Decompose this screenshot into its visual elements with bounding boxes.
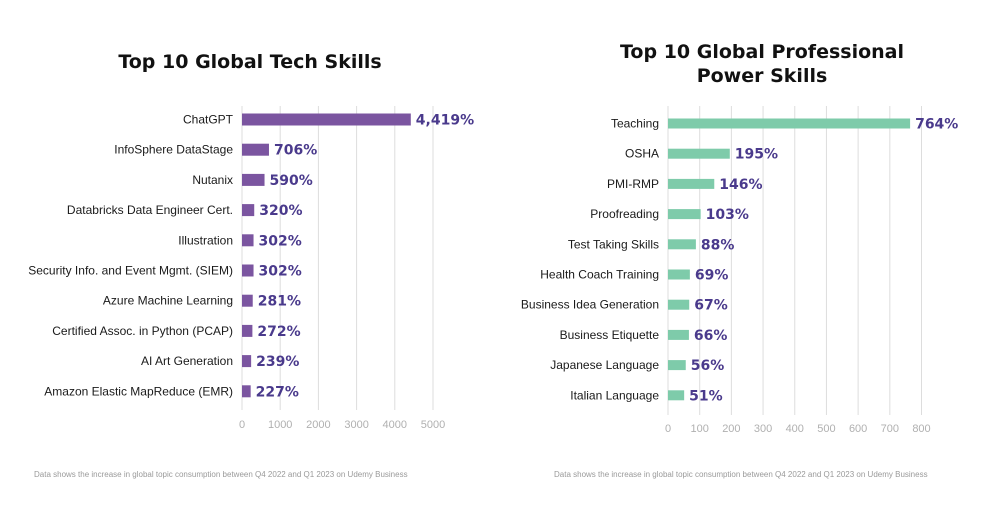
value-label: 302% — [259, 233, 302, 249]
tech-skills-chart: 0 1000 2000 3000 4000 5000 ChatGPT 4,419% InfoSp… — [28, 106, 474, 431]
bar — [242, 113, 411, 126]
value-label: 195% — [735, 147, 778, 163]
chart-title: Top 10 Global Professional Power Skills — [619, 41, 905, 87]
bar — [668, 329, 689, 340]
footnote: Data shows the increase in global topic … — [34, 470, 408, 479]
bar — [242, 355, 252, 368]
category-label: OSHA — [625, 147, 659, 161]
footnote: Data shows the increase in global topic … — [554, 470, 928, 479]
x-tick-label: 5000 — [421, 419, 445, 431]
x-tick-label: 700 — [881, 423, 899, 435]
category-label: Business Etiquette — [560, 328, 660, 342]
x-tick-label: 200 — [722, 423, 740, 435]
category-label: Health Coach Training — [540, 268, 659, 282]
category-label: Teaching — [611, 117, 659, 131]
category-label: Azure Machine Learning — [103, 294, 233, 308]
category-label: Italian Language — [570, 388, 659, 402]
power-skills-panel: Top 10 Global Professional Power Skills … — [502, 0, 1004, 511]
category-label: AI Art Generation — [141, 354, 233, 368]
category-label: Test Taking Skills — [568, 237, 659, 251]
category-label: Certified Assoc. in Python (PCAP) — [52, 324, 233, 338]
power-skills-chart: 0 100 200 300 400 500 600 700 800 Teaching 764% OSH… — [521, 106, 958, 435]
x-tick-label: 4000 — [383, 419, 407, 431]
value-label: 272% — [257, 324, 300, 340]
bar — [242, 173, 265, 186]
category-label: PMI-RMP — [607, 177, 659, 191]
value-label: 590% — [270, 173, 313, 189]
bar — [668, 148, 730, 159]
value-label: 281% — [258, 294, 301, 310]
bar — [668, 299, 690, 310]
category-label: Security Info. and Event Mgmt. (SIEM) — [28, 264, 233, 278]
category-label: Amazon Elastic MapReduce (EMR) — [44, 384, 233, 398]
value-label: 56% — [691, 358, 725, 374]
bar — [242, 143, 269, 156]
chart-title: Top 10 Global Tech Skills — [118, 51, 382, 73]
value-label: 706% — [274, 143, 317, 159]
x-tick-label: 100 — [691, 423, 709, 435]
x-tick-label: 1000 — [268, 419, 292, 431]
value-label: 239% — [256, 354, 299, 370]
bar — [242, 234, 254, 247]
value-label: 320% — [259, 203, 302, 219]
bar — [242, 294, 253, 307]
category-label: Illustration — [178, 233, 233, 247]
value-label: 227% — [256, 384, 299, 400]
bar — [242, 385, 251, 398]
category-label: Databricks Data Engineer Cert. — [67, 203, 233, 217]
bar — [668, 239, 696, 250]
bar — [242, 264, 254, 277]
x-tick-label: 2000 — [306, 419, 330, 431]
bar — [242, 324, 253, 337]
bar — [242, 204, 255, 217]
value-label: 302% — [259, 264, 302, 280]
category-label: Business Idea Generation — [521, 298, 659, 312]
bar — [668, 269, 690, 280]
category-label: ChatGPT — [183, 113, 234, 127]
bar — [668, 360, 686, 371]
bar — [668, 178, 715, 189]
tech-skills-panel: Top 10 Global Tech Skills 0 1000 2000 3000 4… — [28, 51, 474, 479]
x-tick-label: 0 — [239, 419, 245, 431]
value-label: 51% — [689, 388, 723, 404]
x-tick-label: 600 — [849, 423, 867, 435]
x-tick-label: 400 — [786, 423, 804, 435]
value-label: 88% — [701, 237, 735, 253]
bar — [668, 390, 685, 401]
value-label: 67% — [694, 298, 728, 314]
value-label: 4,419% — [416, 113, 474, 129]
x-tick-label: 500 — [817, 423, 835, 435]
value-label: 764% — [915, 117, 958, 133]
value-label: 69% — [695, 268, 729, 284]
x-tick-label: 300 — [754, 423, 772, 435]
x-tick-label: 800 — [912, 423, 930, 435]
bar — [668, 209, 701, 220]
value-label: 66% — [694, 328, 728, 344]
value-label: 146% — [719, 177, 762, 193]
category-label: Nutanix — [192, 173, 233, 187]
value-label: 103% — [706, 207, 749, 223]
x-tick-label: 3000 — [344, 419, 368, 431]
category-label: Japanese Language — [550, 358, 659, 372]
x-tick-label: 0 — [665, 423, 671, 435]
category-label: Proofreading — [590, 207, 659, 221]
category-label: InfoSphere DataStage — [114, 143, 233, 157]
bar — [668, 118, 911, 129]
